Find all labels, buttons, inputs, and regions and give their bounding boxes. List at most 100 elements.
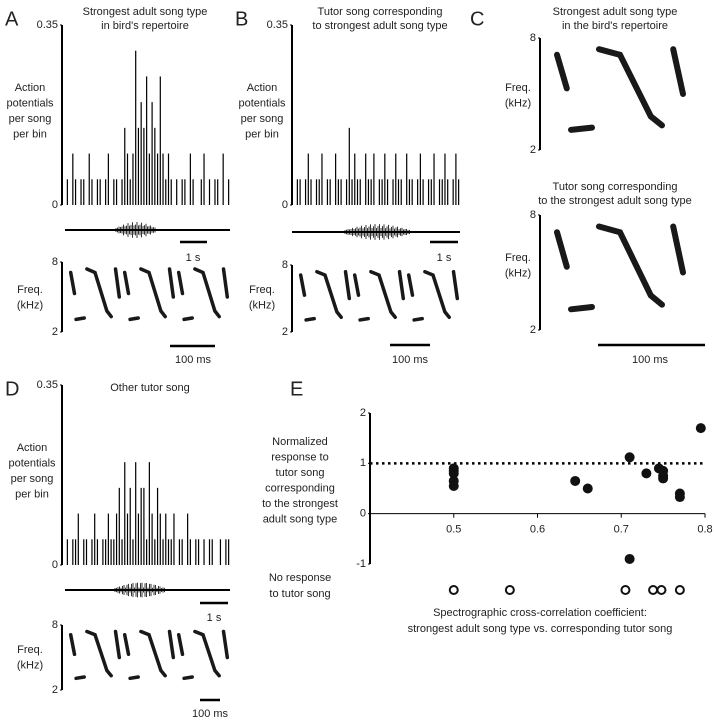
y-axis-label: response to [271, 451, 328, 463]
y-tick-label: 0 [52, 199, 58, 211]
x-axis-label: Spectrographic cross-correlation coeffic… [433, 607, 647, 619]
scale-bar-label: 1 s [186, 252, 201, 264]
histogram-bar [137, 127, 140, 205]
spectrogram-syllable [193, 267, 221, 319]
histogram-bar [340, 179, 342, 205]
y-axis-label: Action [247, 82, 278, 94]
scale-bar-label: 1 s [437, 252, 452, 264]
spectrogram-syllable [85, 267, 113, 319]
scale-bar-label: 100 ms [175, 354, 212, 366]
histogram-bar [91, 539, 93, 565]
histogram-bar [192, 179, 194, 205]
histogram-bar [356, 179, 359, 205]
y-axis-label: Action [15, 82, 46, 94]
histogram-bar [351, 179, 353, 205]
spectrogram-syllable [670, 46, 686, 97]
histogram-bar [395, 153, 397, 205]
y-tick-label: 0.35 [267, 19, 288, 31]
histogram-bar [167, 539, 170, 565]
histogram-bar [178, 539, 181, 565]
histogram-bar [217, 179, 219, 205]
y-tick-label: 2 [530, 144, 536, 156]
no-response-point [656, 585, 667, 595]
spectrogram-syllable [343, 269, 352, 301]
y-axis-label: adult song type [263, 513, 338, 525]
no-response-point [648, 585, 659, 595]
histogram-bar [151, 102, 153, 205]
y-axis-label: (kHz) [17, 299, 43, 311]
histogram-bar [113, 539, 115, 565]
histogram-bar [176, 179, 178, 205]
response-point [570, 475, 581, 486]
spectrogram-syllable [68, 270, 77, 296]
scale-bar-label: 1 s [207, 612, 222, 624]
y-axis-label: per bin [13, 128, 47, 140]
histogram-bar [165, 179, 167, 205]
histogram-bar [83, 179, 85, 205]
histogram-bar [135, 462, 137, 565]
histogram-bar [400, 179, 402, 205]
histogram-bar [321, 153, 323, 205]
y-axis-label: (kHz) [505, 267, 531, 279]
y-tick-label: 2 [530, 324, 536, 336]
response-point [658, 473, 669, 484]
spectrogram-syllable [139, 267, 167, 319]
y-axis-label: potentials [238, 97, 286, 109]
x-axis-label: strongest adult song type vs. correspond… [408, 623, 673, 635]
spectrogram-syllable [352, 273, 361, 297]
y-tick-label: -1 [356, 558, 366, 570]
spectrogram-syllable [298, 273, 307, 297]
histogram-bar [222, 153, 224, 205]
histogram-bar [96, 179, 99, 205]
no-response-label: to tutor song [269, 588, 330, 600]
spectrogram-syllable [74, 675, 86, 681]
response-point [674, 492, 685, 503]
histogram-bar [433, 153, 435, 205]
spectrogram-syllable [406, 273, 415, 297]
histogram-bar [228, 179, 230, 205]
y-axis-label: tutor song [276, 467, 325, 479]
x-tick-label: 0.8 [697, 524, 712, 536]
histogram-bar [137, 513, 140, 565]
spectrogram-syllable [568, 304, 595, 313]
spectrogram-syllable [221, 267, 230, 299]
histogram-bar [299, 179, 301, 205]
spectrogram-syllable [122, 270, 131, 296]
histogram-bar [452, 179, 454, 205]
panel-letter: D [5, 378, 19, 400]
histogram-bar [143, 487, 145, 565]
histogram-bar [105, 179, 107, 205]
y-tick-label: 8 [530, 209, 536, 221]
histogram-bar [94, 513, 96, 565]
histogram-bar [329, 179, 331, 205]
histogram-bar [135, 50, 137, 205]
histogram-bar [444, 153, 446, 205]
panel-letter: B [235, 8, 248, 30]
histogram-bar [200, 179, 202, 205]
y-axis-label: potentials [8, 457, 56, 469]
histogram-bar [304, 179, 307, 205]
histogram-bar [219, 539, 222, 565]
y-axis-label: Freq. [249, 284, 275, 296]
histogram-bar [110, 539, 112, 565]
response-point [448, 480, 459, 491]
histogram-bar [121, 179, 123, 205]
histogram-bar [211, 539, 213, 565]
spectrogram-syllable [182, 316, 194, 322]
histogram-bar [72, 153, 74, 205]
histogram-bar [80, 179, 82, 205]
histogram-bar [66, 539, 68, 565]
scale-bar-label: 100 ms [632, 354, 669, 366]
histogram-bar [72, 539, 74, 565]
histogram-bar [126, 513, 129, 565]
spectrogram-syllable [176, 270, 185, 296]
panel-title: Tutor song corresponding [318, 6, 443, 18]
histogram-bar [121, 539, 123, 565]
histogram-bar [159, 513, 161, 565]
histogram-bar [83, 539, 85, 565]
y-tick-label: 0 [282, 199, 288, 211]
histogram-bar [214, 179, 216, 205]
y-axis-label: per song [241, 113, 284, 125]
y-axis-label: potentials [6, 97, 54, 109]
no-response-point [504, 585, 515, 595]
